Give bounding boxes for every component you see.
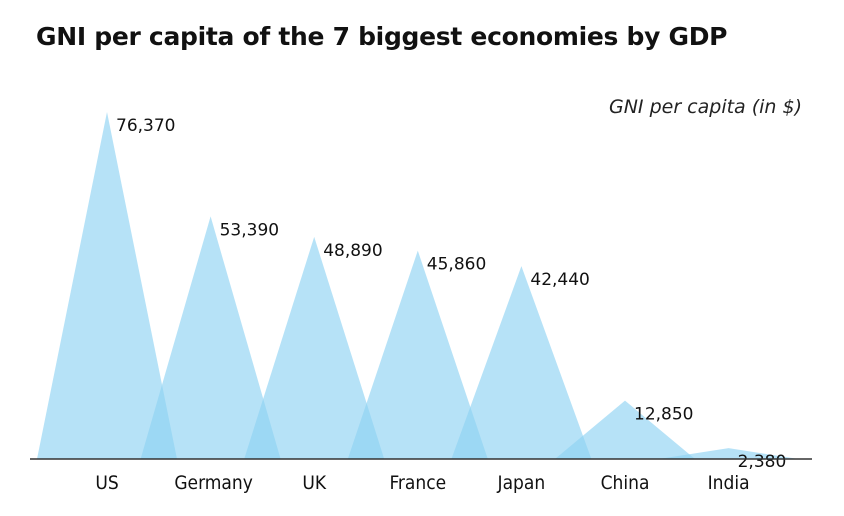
triangle-us [37, 112, 177, 459]
x-tick-label: Germany [174, 472, 253, 494]
chart-title: GNI per capita of the 7 biggest economie… [36, 22, 728, 51]
data-label: 45,860 [427, 255, 486, 275]
data-label: 76,370 [116, 116, 175, 136]
data-label: 2,380 [738, 452, 787, 472]
triangle-china [555, 400, 695, 459]
data-label: 53,390 [220, 220, 279, 240]
triangle-uk [244, 236, 385, 459]
x-tick-label: US [95, 472, 118, 494]
triangle-japan [451, 266, 592, 459]
y-axis-label: GNI per capita (in $) [608, 96, 802, 118]
x-tick-label: India [708, 472, 750, 494]
x-tick-label: China [601, 472, 650, 494]
triangle-germany [140, 216, 281, 459]
x-tick-label: Japan [497, 472, 546, 494]
data-label: 12,850 [634, 405, 693, 425]
data-label: 42,440 [530, 270, 589, 290]
data-label: 48,890 [323, 241, 382, 261]
x-tick-label: UK [302, 472, 327, 494]
x-tick-label: France [389, 472, 446, 494]
triangle-india [658, 448, 799, 459]
triangle-france [347, 250, 488, 459]
